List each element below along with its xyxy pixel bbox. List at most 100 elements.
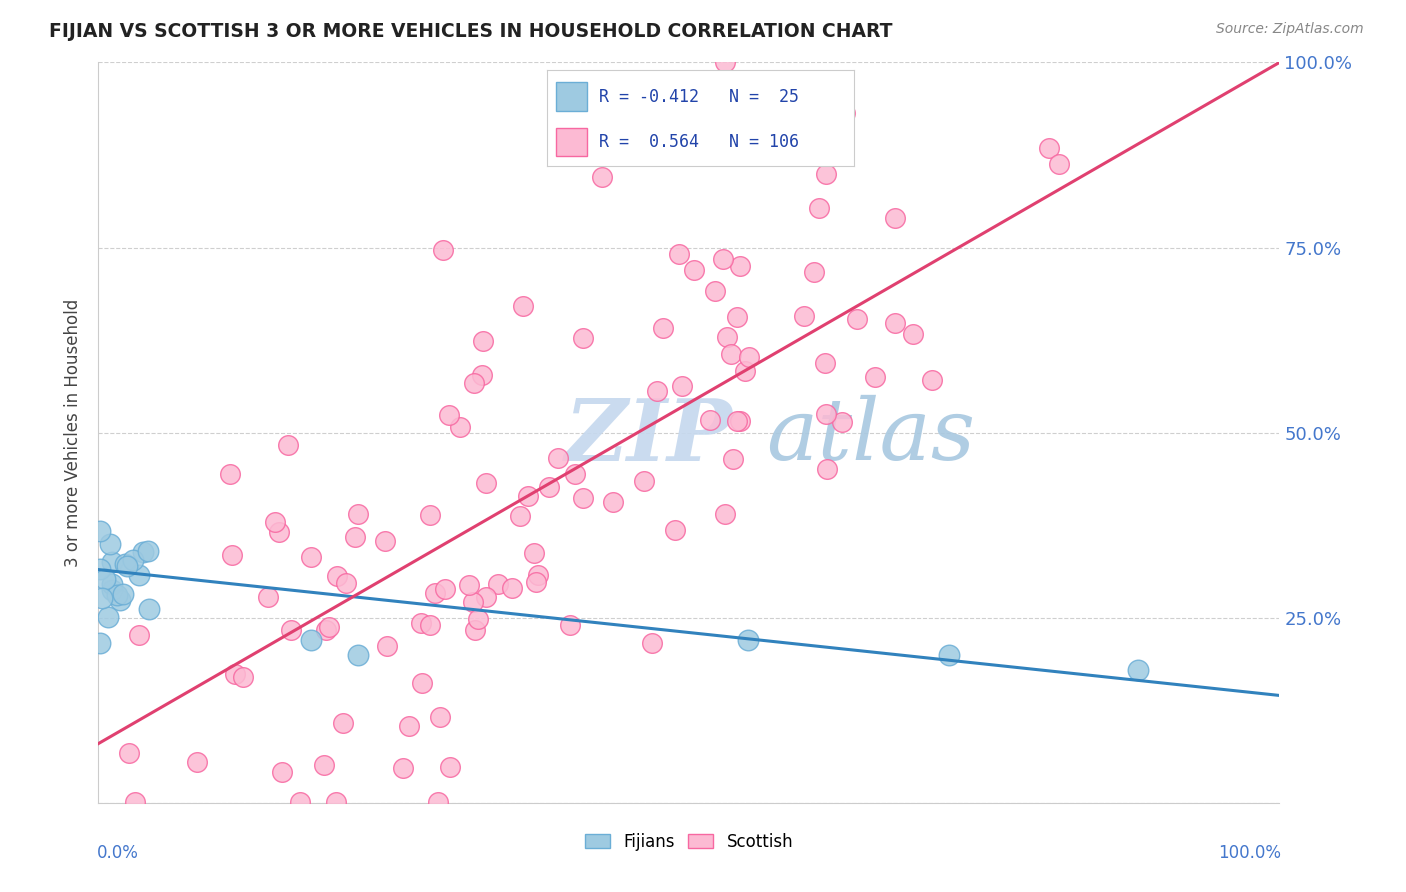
Point: [425, 585, 447, 599]
Point: [633, 474, 655, 488]
Point: [138, 602, 160, 616]
Point: [472, 334, 495, 348]
Point: [391, 761, 413, 775]
Point: [641, 636, 664, 650]
Point: [112, 587, 135, 601]
Point: [221, 548, 243, 562]
Point: [834, 105, 856, 120]
Point: [218, 467, 240, 482]
Point: [475, 590, 498, 604]
Point: [419, 508, 441, 522]
Point: [318, 620, 340, 634]
Point: [377, 639, 399, 653]
Point: [128, 628, 150, 642]
Point: [89, 636, 111, 650]
Point: [398, 719, 420, 733]
Point: [884, 317, 907, 331]
Point: [461, 594, 484, 608]
Point: [668, 247, 690, 261]
Point: [97, 609, 120, 624]
Point: [315, 623, 337, 637]
Point: [427, 795, 450, 809]
Point: [332, 716, 354, 731]
Point: [901, 327, 924, 342]
Point: [845, 312, 868, 326]
Point: [224, 666, 246, 681]
Point: [463, 376, 485, 391]
Point: [325, 795, 347, 809]
Point: [683, 263, 706, 277]
Point: [439, 760, 461, 774]
Point: [132, 545, 155, 559]
Point: [560, 618, 582, 632]
Point: [374, 534, 396, 549]
Point: [591, 169, 613, 184]
Point: [814, 356, 837, 370]
Point: [538, 480, 561, 494]
Point: [728, 259, 751, 273]
Point: [517, 489, 540, 503]
Point: [290, 795, 312, 809]
Point: [572, 331, 595, 345]
Point: [547, 451, 569, 466]
Point: [938, 648, 960, 662]
Text: atlas: atlas: [766, 395, 974, 477]
Point: [814, 167, 837, 181]
Point: [728, 414, 751, 428]
Point: [269, 524, 291, 539]
Text: FIJIAN VS SCOTTISH 3 OR MORE VEHICLES IN HOUSEHOLD CORRELATION CHART: FIJIAN VS SCOTTISH 3 OR MORE VEHICLES IN…: [49, 22, 893, 41]
Point: [793, 309, 815, 323]
Point: [263, 515, 285, 529]
Point: [512, 298, 534, 312]
Point: [509, 509, 531, 524]
Point: [1047, 157, 1070, 171]
Point: [433, 582, 456, 597]
Point: [432, 243, 454, 257]
Point: [128, 568, 150, 582]
Point: [884, 211, 907, 226]
Point: [464, 623, 486, 637]
Point: [716, 330, 738, 344]
Point: [347, 507, 370, 521]
Point: [725, 413, 748, 427]
Point: [108, 592, 131, 607]
Text: ZIP: ZIP: [565, 394, 733, 478]
Point: [277, 438, 299, 452]
Point: [1038, 141, 1060, 155]
Point: [921, 373, 943, 387]
Point: [105, 588, 128, 602]
Point: [526, 574, 548, 589]
Point: [347, 648, 370, 662]
Point: [863, 370, 886, 384]
Point: [467, 612, 489, 626]
Point: [737, 632, 759, 647]
Point: [831, 415, 853, 429]
Point: [725, 310, 748, 324]
Legend: Fijians, Scottish: Fijians, Scottish: [578, 826, 800, 857]
Point: [89, 562, 111, 576]
Point: [437, 408, 460, 422]
Point: [121, 553, 143, 567]
Point: [117, 559, 139, 574]
Point: [645, 384, 668, 398]
Point: [299, 632, 322, 647]
Point: [815, 462, 838, 476]
Point: [98, 536, 121, 550]
Y-axis label: 3 or more Vehicles in Household: 3 or more Vehicles in Household: [65, 299, 83, 566]
Point: [699, 413, 721, 427]
Point: [270, 765, 292, 780]
Point: [523, 546, 546, 560]
Point: [449, 419, 471, 434]
Point: [703, 285, 725, 299]
Point: [94, 572, 117, 586]
Point: [136, 543, 159, 558]
Point: [664, 523, 686, 537]
Text: 0.0%: 0.0%: [97, 844, 139, 862]
Point: [714, 507, 737, 521]
Point: [734, 364, 756, 378]
Point: [91, 591, 114, 605]
Point: [738, 351, 761, 365]
Point: [471, 368, 494, 383]
Point: [711, 252, 734, 267]
Point: [314, 758, 336, 772]
